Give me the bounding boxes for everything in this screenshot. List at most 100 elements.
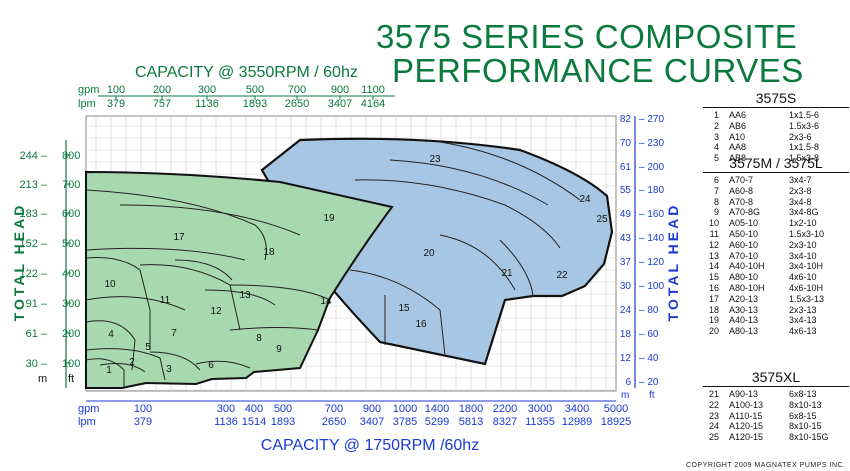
model-size: 6x8-15 — [789, 410, 817, 421]
model-code: A50-10 — [729, 228, 759, 239]
left-axis-m-tick: 213 – — [19, 179, 47, 191]
right-axis-ft-tick: – 100 — [639, 281, 664, 292]
top-axis-lpm-tick: 757 — [153, 98, 171, 110]
model-code: A70-10 — [729, 250, 759, 261]
model-row: 17 A20-13 1.5x3-13 — [703, 294, 849, 305]
top-axis-gpm-tick: 900 — [331, 84, 349, 96]
top-axis-gpm-tick: 700 — [288, 84, 306, 96]
model-table-3575s: 3575S 1 AA6 1x1.5-6 2 AB6 1.5x3-6 3 A10 2x3-6 4 AA… — [703, 90, 849, 164]
model-number: 3 — [713, 131, 719, 142]
bottom-axis-lpm-tick: 1136 — [214, 416, 238, 428]
bottom-axis-lpm-tick: 5813 — [459, 416, 483, 428]
model-number: 20 — [708, 326, 719, 337]
right-axis-m-tick: 70 — [620, 138, 632, 149]
bottom-axis-lpm-tick: 3407 — [360, 416, 384, 428]
left-axis-ft-tick: 700 — [62, 179, 80, 191]
model-code: A40-13 — [729, 315, 759, 326]
model-row: 1 AA6 1x1.5-6 — [703, 110, 849, 121]
region-label-13: 13 — [239, 290, 251, 301]
model-size: 3x4-8G — [789, 207, 819, 218]
model-code: A10 — [729, 131, 746, 142]
right-axis-ft-tick: – 80 — [639, 305, 659, 316]
bottom-axis-lpm-tick: 3785 — [393, 416, 417, 428]
model-size: 2x3-10 — [789, 239, 817, 250]
right-axis-ft-tick: – 160 — [639, 209, 664, 220]
model-table-rows: 6 A70-7 3x4-7 7 A60-8 2x3-8 8 A70-8 3x4-8 9 A70-8G… — [703, 175, 849, 337]
model-row: 8 A70-8 3x4-8 — [703, 197, 849, 208]
model-row: 16 A80-10H 4x6-10H — [703, 283, 849, 294]
bottom-axis-gpm-tick: 700 — [325, 403, 343, 415]
model-row: 25 A120-15 8x10-15G — [703, 432, 849, 443]
model-number: 19 — [708, 315, 719, 326]
top-axis-gpm-tick: 100 — [107, 84, 125, 96]
model-size: 1.5x3-8 — [789, 153, 820, 164]
model-code: A120-15 — [729, 421, 764, 432]
model-row: 14 A40-10H 3x4-10H — [703, 261, 849, 272]
model-number: 11 — [709, 228, 719, 239]
right-axis-m-tick: 18 — [620, 329, 632, 340]
model-size: 4x6-10 — [789, 272, 817, 283]
model-row: 22 A100-13 8x10-13 — [703, 400, 849, 411]
model-table-rows: 21 A90-13 6x8-13 22 A100-13 8x10-13 23 A110-15 6… — [703, 389, 849, 443]
model-size: 4x6-10H — [789, 282, 824, 293]
bottom-axis-gpm-tick: 1400 — [425, 403, 449, 415]
model-size: 3x4-10 — [789, 250, 817, 261]
region-label-1: 1 — [106, 365, 112, 376]
left-axis-m-tick: 152 – — [19, 238, 47, 250]
right-axis-m-tick: 55 — [620, 185, 632, 196]
model-size: 2x3-8 — [789, 185, 812, 196]
right-axis-ft-tick: – 180 — [639, 185, 664, 196]
model-code: A20-13 — [729, 293, 759, 304]
model-size: 1x1.5-8 — [789, 142, 820, 153]
right-axis-ft-tick: – 20 — [639, 377, 659, 388]
model-row: 12 A60-10 2x3-10 — [703, 240, 849, 251]
left-axis-ft-tick: 300 — [62, 298, 80, 310]
model-row: 4 AA8 1x1.5-8 — [703, 142, 849, 153]
model-row: 6 A70-7 3x4-7 — [703, 175, 849, 186]
left-axis-m-tick: 122 – — [19, 268, 47, 280]
model-code: A05-10 — [729, 218, 759, 229]
bottom-axis-gpm-tick: 1000 — [393, 403, 417, 415]
model-row: 7 A60-8 2x3-8 — [703, 186, 849, 197]
right-axis-m-tick: 24 — [620, 305, 632, 316]
bottom-axis-lpm-tick: 2650 — [322, 416, 346, 428]
model-code: A80-10 — [729, 272, 759, 283]
model-size: 8x10-15 — [789, 421, 822, 432]
right-axis-m-tick: 43 — [620, 233, 632, 244]
model-number: 24 — [708, 421, 719, 432]
model-size: 1.5x3-13 — [789, 293, 825, 304]
bottom-axis-lpm-tick: 11355 — [525, 416, 555, 428]
model-size: 1x2-10 — [789, 218, 817, 229]
left-axis-m-tick: 244 – — [19, 150, 47, 162]
left-axis-ft-tick: 400 — [62, 268, 80, 280]
blue-region-1750rpm — [260, 137, 614, 366]
model-number: 7 — [713, 185, 719, 196]
model-size: 1.5x3-6 — [789, 120, 820, 131]
model-row: 5 AB8 1.5x3-8 — [703, 153, 849, 164]
model-size: 4x6-13 — [789, 326, 817, 337]
model-size: 8x10-13 — [789, 399, 822, 410]
right-axis-ft-tick: – 60 — [639, 329, 659, 340]
left-axis-ft-unit: ft — [68, 373, 74, 385]
region-label-11: 11 — [160, 295, 171, 306]
model-row: 2 AB6 1.5x3-6 — [703, 121, 849, 132]
model-number: 8 — [713, 196, 719, 207]
model-row: 24 A120-15 8x10-15 — [703, 421, 849, 432]
region-label-3: 3 — [166, 364, 172, 375]
region-label-22: 22 — [556, 270, 568, 281]
model-row: 9 A70-8G 3x4-8G — [703, 207, 849, 218]
region-label-16: 16 — [415, 319, 427, 330]
model-code: A40-10H — [729, 261, 765, 272]
model-number: 25 — [708, 432, 719, 443]
model-table-heading: 3575M / 3575L — [703, 155, 849, 173]
left-axis-ft-tick: 100 — [62, 358, 80, 370]
right-axis-ft-unit: ft — [649, 390, 655, 401]
left-axis-m-tick: 91 – — [26, 298, 48, 310]
model-size: 3x4-10H — [789, 261, 824, 272]
top-axis-gpm-unit: gpm — [78, 84, 99, 96]
model-code: A80-10H — [729, 282, 765, 293]
model-row: 13 A70-10 3x4-10 — [703, 251, 849, 262]
region-label-12: 12 — [210, 306, 222, 317]
top-axis-lpm-tick: 2650 — [285, 98, 309, 110]
